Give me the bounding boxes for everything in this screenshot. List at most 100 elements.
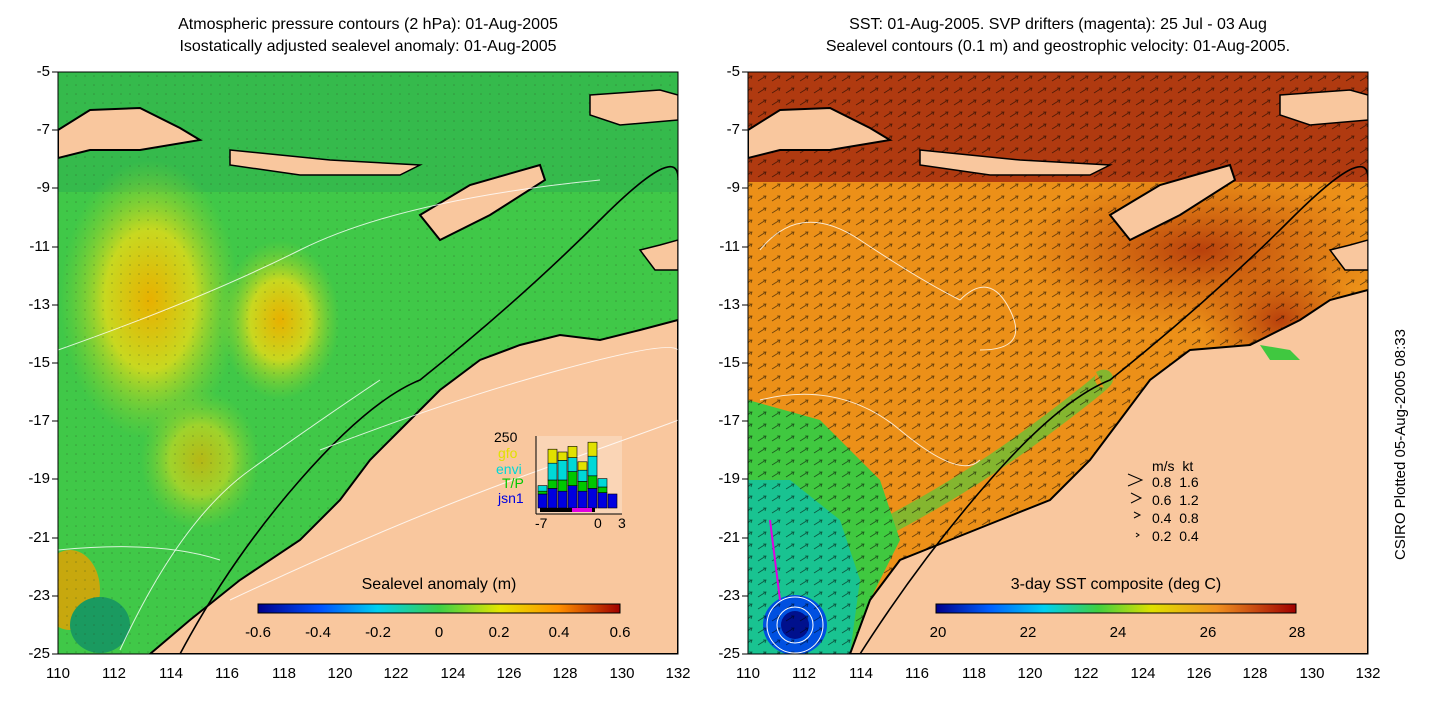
x-tick: 112 [792, 665, 816, 682]
colorbar-tick: 28 [1288, 624, 1306, 641]
velocity-ms: 0.6 [1152, 492, 1172, 508]
y-tick: -19 [718, 470, 740, 487]
velocity-ms: 0.4 [1152, 510, 1172, 526]
velocity-header-kt: kt [1182, 458, 1194, 474]
x-tick: 114 [849, 665, 873, 682]
x-tick: 118 [272, 665, 296, 682]
legend-gfo: gfo [498, 445, 518, 461]
colorbar-tick: 26 [1199, 624, 1217, 641]
velocity-legend-header: m/s kt [1152, 456, 1193, 476]
histogram-ymax-label: 250 [494, 429, 518, 445]
colorbar-tick: -0.4 [305, 624, 331, 641]
velocity-ms: 0.2 [1152, 528, 1172, 544]
x-tick: 110 [736, 665, 760, 682]
velocity-kt: 0.8 [1179, 510, 1199, 526]
histogram-bar-jsn1 [607, 493, 618, 509]
right-sst-map [748, 72, 1368, 654]
y-tick: -11 [29, 238, 50, 255]
velocity-legend-arrows [1127, 473, 1144, 538]
histogram-bar-envi [547, 462, 558, 481]
histogram-bar-gfo [577, 461, 588, 471]
sealevel-colorbar [257, 603, 621, 614]
left-sealevel-map [58, 72, 678, 654]
x-tick: 112 [102, 665, 126, 682]
sealevel-colorbar-title: Sealevel anomaly (m) [361, 576, 517, 593]
histogram-bar-envi [537, 485, 548, 492]
y-tick: -5 [726, 63, 740, 80]
colorbar-tick: 24 [1109, 624, 1127, 641]
velocity-ms: 0.8 [1152, 474, 1172, 490]
velocity-kt: 1.6 [1179, 474, 1199, 490]
legend-tp: T/P [502, 475, 524, 491]
y-tick: -13 [718, 296, 740, 313]
x-tick: 132 [665, 665, 691, 682]
x-tick: 116 [215, 665, 239, 682]
y-tick: -5 [36, 63, 50, 80]
x-tick: 132 [1355, 665, 1381, 682]
histogram-bar-tp [547, 479, 558, 489]
histogram-bar-tp [557, 479, 568, 492]
histogram-x-tick: -7 [535, 515, 548, 531]
x-tick: 126 [496, 665, 522, 682]
right-axis-ticks [742, 71, 748, 655]
histogram-bar-jsn1 [547, 488, 558, 509]
x-tick: 124 [440, 665, 466, 682]
x-tick: 120 [327, 665, 353, 682]
histogram-bar-gfo [587, 441, 598, 457]
x-tick: 110 [46, 665, 70, 682]
x-tick: 128 [552, 665, 578, 682]
velocity-row: 0.2 0.4 [1152, 526, 1199, 546]
histogram-bar-gfo [567, 446, 578, 458]
histogram-bar-jsn1 [557, 490, 568, 509]
left-title-line1: Atmospheric pressure contours (2 hPa): 0… [178, 16, 558, 33]
left-panel-title: Atmospheric pressure contours (2 hPa): 0… [58, 14, 678, 58]
histogram-bar-envi [587, 455, 598, 477]
y-tick: -21 [718, 529, 740, 546]
histogram-x-tick: 3 [618, 515, 626, 531]
colorbar-tick: 0.4 [548, 624, 570, 641]
y-tick: -25 [718, 645, 740, 662]
velocity-row: 0.8 1.6 [1152, 472, 1199, 492]
histogram-bar-tp [537, 490, 548, 495]
left-axis-ticks [52, 71, 58, 655]
colorbar-tick: 22 [1019, 624, 1037, 641]
histogram-bar-jsn1 [597, 492, 608, 509]
satellite-histogram-inset [535, 436, 622, 515]
x-tick: 122 [1073, 665, 1099, 682]
x-tick: 130 [609, 665, 635, 682]
y-tick: -17 [28, 412, 50, 429]
histogram-bar-gfo [547, 448, 558, 464]
right-panel-title: SST: 01-Aug-2005. SVP drifters (magenta)… [748, 14, 1368, 58]
right-title-line1: SST: 01-Aug-2005. SVP drifters (magenta)… [849, 16, 1267, 33]
velocity-kt: 0.4 [1179, 528, 1199, 544]
colorbar-tick: 0.2 [488, 624, 510, 641]
velocity-header-ms: m/s [1152, 458, 1175, 474]
x-tick: 122 [383, 665, 409, 682]
histogram-bar-jsn1 [577, 490, 588, 509]
velocity-row: 0.4 0.8 [1152, 508, 1199, 528]
sst-colorbar-title: 3-day SST composite (deg C) [1010, 576, 1222, 593]
y-tick: -17 [718, 412, 740, 429]
y-tick: -7 [726, 121, 740, 138]
y-tick: -21 [28, 529, 50, 546]
x-tick: 126 [1186, 665, 1212, 682]
x-tick: 114 [159, 665, 183, 682]
colorbar-tick: -0.6 [245, 624, 271, 641]
y-tick: -15 [28, 354, 50, 371]
x-tick: 124 [1130, 665, 1156, 682]
histogram-bars [537, 441, 618, 509]
colorbar-tick: -0.2 [365, 624, 391, 641]
histogram-bar-jsn1 [587, 488, 598, 509]
histogram-bar-tp [597, 486, 608, 493]
y-tick: -9 [36, 179, 50, 196]
colorbar-tick: 0 [434, 624, 444, 641]
y-tick: -23 [28, 587, 50, 604]
right-title-line2: Sealevel contours (0.1 m) and geostrophi… [825, 38, 1291, 55]
x-tick: 130 [1299, 665, 1325, 682]
histogram-bar-tp [587, 475, 598, 489]
legend-jsn1: jsn1 [498, 490, 524, 506]
x-tick: 118 [962, 665, 986, 682]
velocity-row: 0.6 1.2 [1152, 490, 1199, 510]
histogram-bar-tp [567, 471, 578, 486]
csiro-credit: CSIRO Plotted 05-Aug-2005 08:33 [1392, 329, 1409, 560]
